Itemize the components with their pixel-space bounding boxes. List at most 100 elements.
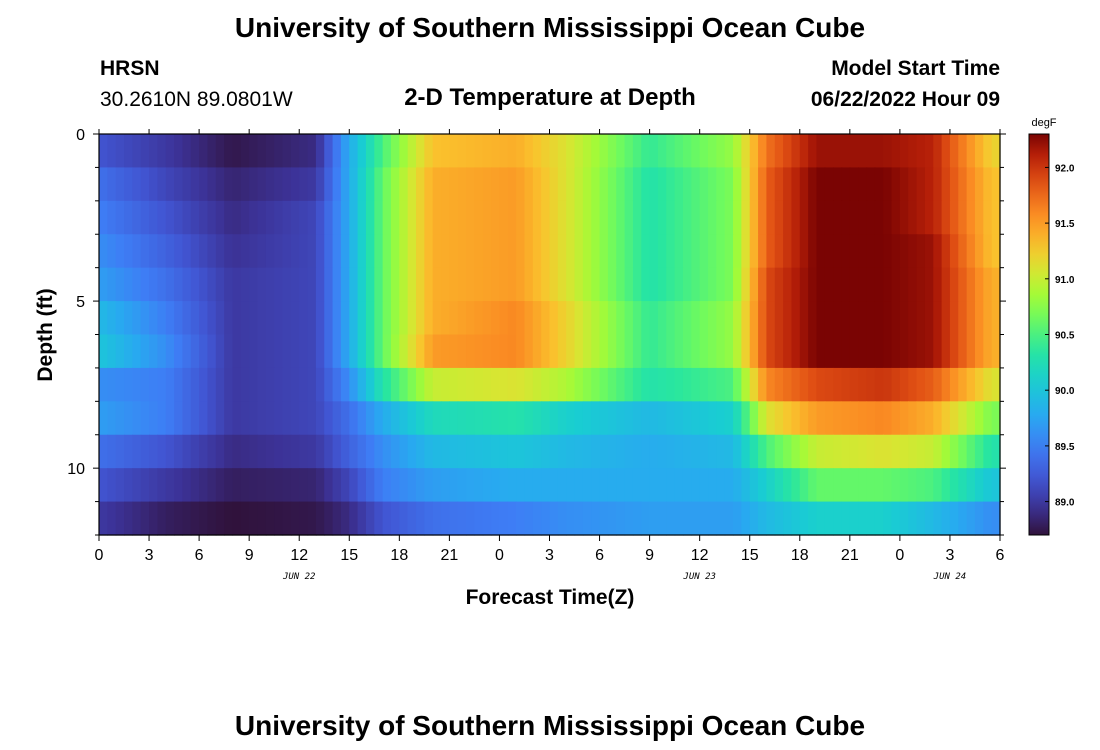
heatmap-cell xyxy=(666,134,676,169)
heatmap-cell xyxy=(416,200,425,235)
heatmap-cell xyxy=(499,501,509,536)
heatmap-cell xyxy=(632,267,642,302)
heatmap-cell xyxy=(891,334,901,369)
heatmap-cell xyxy=(749,267,759,302)
heatmap-cell xyxy=(791,200,801,235)
heatmap-cell xyxy=(107,334,117,369)
heatmap-cell xyxy=(541,167,551,202)
heatmap-cell xyxy=(749,234,759,269)
heatmap-cell xyxy=(941,234,951,269)
heatmap-cell xyxy=(783,367,793,402)
heatmap-cell xyxy=(224,301,234,336)
heatmap-cell xyxy=(340,401,350,436)
heatmap-cell xyxy=(824,234,834,269)
heatmap-cell xyxy=(616,367,626,402)
heatmap-cell xyxy=(891,501,901,536)
heatmap-cell xyxy=(390,367,400,402)
heatmap-cell xyxy=(699,234,709,269)
heatmap-cell xyxy=(207,167,217,202)
heatmap-cell xyxy=(991,367,1001,402)
heatmap-cell xyxy=(274,401,284,436)
heatmap-cell xyxy=(716,234,726,269)
heatmap-cell xyxy=(649,267,659,302)
heatmap-cell xyxy=(282,301,292,336)
heatmap-cell xyxy=(674,434,684,469)
heatmap-cell xyxy=(933,134,943,169)
heatmap-cell xyxy=(290,267,300,302)
heatmap-cell xyxy=(416,501,425,536)
heatmap-cell xyxy=(933,434,943,469)
heatmap-cell xyxy=(324,167,334,202)
heatmap-cell xyxy=(866,301,876,336)
heatmap-cell xyxy=(749,468,759,503)
heatmap-cell xyxy=(457,501,467,536)
heatmap-cell xyxy=(916,267,926,302)
heatmap-cell xyxy=(357,301,367,336)
heatmap-cell xyxy=(432,434,442,469)
heatmap-cell xyxy=(424,434,434,469)
heatmap-cell xyxy=(899,234,909,269)
heatmap-cell xyxy=(290,200,300,235)
heatmap-cell xyxy=(257,501,267,536)
heatmap-cell xyxy=(991,167,1001,202)
heatmap-cell xyxy=(407,167,417,202)
heatmap-cell xyxy=(199,234,209,269)
heatmap-cell xyxy=(758,167,767,202)
heatmap-cell xyxy=(607,501,617,536)
heatmap-cell xyxy=(799,367,809,402)
heatmap-cell xyxy=(566,468,576,503)
heatmap-cell xyxy=(374,367,384,402)
heatmap-cell xyxy=(165,334,175,369)
heatmap-cell xyxy=(841,301,851,336)
heatmap-cell xyxy=(399,401,409,436)
heatmap-cell xyxy=(232,401,242,436)
station-location: 30.2610N 89.0801W xyxy=(100,88,293,111)
heatmap-cell xyxy=(357,200,367,235)
heatmap-cell xyxy=(174,234,184,269)
heatmap-cell xyxy=(858,134,868,169)
heatmap-cell xyxy=(449,134,459,169)
heatmap-cell xyxy=(499,267,509,302)
heatmap-cell xyxy=(499,234,509,269)
heatmap-cell xyxy=(407,134,417,169)
heatmap-cell xyxy=(941,334,951,369)
heatmap-cell xyxy=(207,434,217,469)
heatmap-cell xyxy=(365,401,375,436)
footer-title: University of Southern Mississippi Ocean… xyxy=(235,710,865,741)
heatmap-cell xyxy=(307,468,317,503)
heatmap-cell xyxy=(390,134,400,169)
heatmap-cell xyxy=(307,401,317,436)
heatmap-cell xyxy=(240,167,250,202)
heatmap-cell xyxy=(816,434,826,469)
heatmap-cell xyxy=(933,301,943,336)
heatmap-cell xyxy=(958,334,968,369)
heatmap-cell xyxy=(749,200,759,235)
heatmap-cell xyxy=(833,401,843,436)
heatmap-cell xyxy=(641,501,651,536)
heatmap-cell xyxy=(849,468,859,503)
heatmap-cell xyxy=(874,234,884,269)
heatmap-cell xyxy=(883,334,893,369)
heatmap-cell xyxy=(424,200,434,235)
heatmap-cell xyxy=(507,167,517,202)
heatmap-cell xyxy=(641,301,651,336)
heatmap-cell xyxy=(357,334,367,369)
heatmap-cell xyxy=(466,267,476,302)
heatmap-cell xyxy=(315,434,325,469)
heatmap-cell xyxy=(674,401,684,436)
heatmap-cell xyxy=(549,434,559,469)
heatmap-cell xyxy=(566,501,576,536)
heatmap-cell xyxy=(224,468,234,503)
heatmap-cell xyxy=(240,234,250,269)
heatmap-cell xyxy=(849,434,859,469)
heatmap-cell xyxy=(816,501,826,536)
heatmap-cell xyxy=(607,468,617,503)
heatmap-cell xyxy=(357,134,367,169)
heatmap-cell xyxy=(140,334,150,369)
heatmap-cell xyxy=(449,301,459,336)
heatmap-cell xyxy=(516,468,526,503)
heatmap-cell xyxy=(249,367,259,402)
heatmap-cell xyxy=(941,167,951,202)
heatmap-cell xyxy=(983,501,993,536)
heatmap-cell xyxy=(140,267,150,302)
